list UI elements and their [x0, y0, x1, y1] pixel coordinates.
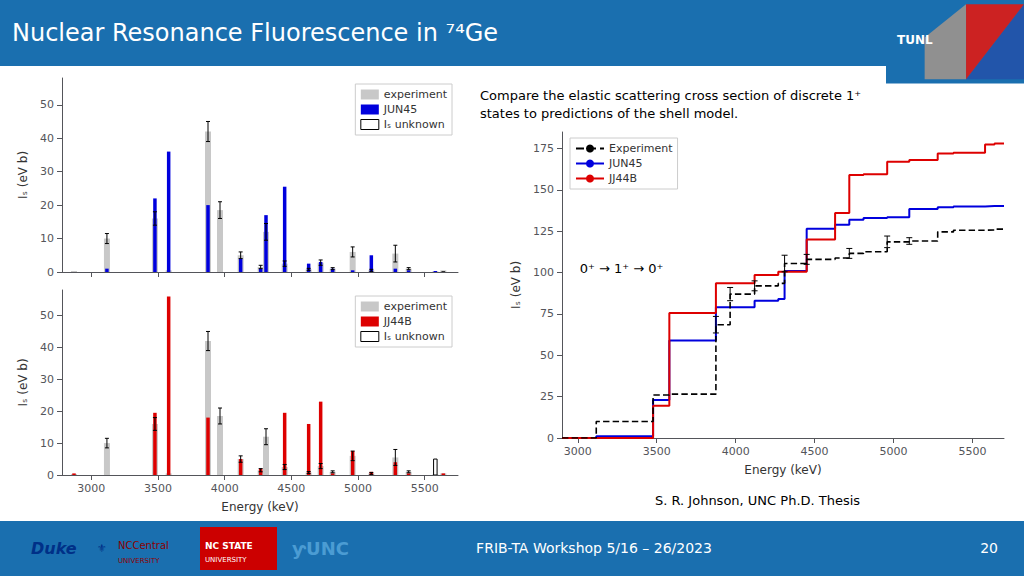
svg-text:experiment: experiment	[384, 300, 448, 313]
svg-text:JJ44B: JJ44B	[608, 172, 637, 185]
svg-text:Iₛ (eV b): Iₛ (eV b)	[509, 261, 523, 309]
svg-text:UNIVERSITY: UNIVERSITY	[205, 556, 247, 564]
svg-text:4000: 4000	[722, 445, 750, 458]
svg-text:Energy (keV): Energy (keV)	[744, 463, 821, 477]
svg-text:ƴUNC: ƴUNC	[292, 538, 349, 559]
svg-text:Iₛ (eV b): Iₛ (eV b)	[16, 358, 30, 406]
svg-text:Compare the elastic scattering: Compare the elastic scattering cross sec…	[480, 88, 861, 103]
svg-text:30: 30	[40, 373, 54, 386]
svg-text:Nuclear Resonance Fluorescence: Nuclear Resonance Fluorescence in ⁷⁴Ge	[12, 19, 498, 47]
svg-text:125: 125	[533, 225, 554, 238]
svg-text:JUN45: JUN45	[383, 103, 418, 116]
svg-text:4500: 4500	[277, 482, 305, 495]
svg-text:0⁺ → 1⁺ → 0⁺: 0⁺ → 1⁺ → 0⁺	[580, 261, 664, 276]
svg-text:50: 50	[540, 349, 554, 362]
svg-text:20: 20	[40, 199, 54, 212]
svg-text:10: 10	[40, 437, 54, 450]
svg-text:40: 40	[40, 132, 54, 145]
svg-text:4000: 4000	[211, 482, 239, 495]
svg-text:Duke: Duke	[31, 539, 77, 558]
svg-text:10: 10	[40, 232, 54, 245]
svg-text:JJ44B: JJ44B	[383, 315, 412, 328]
svg-text:50: 50	[40, 309, 54, 322]
svg-text:Iₛ (eV b): Iₛ (eV b)	[16, 151, 30, 199]
svg-text:Experiment: Experiment	[609, 142, 673, 155]
svg-text:NC STATE: NC STATE	[205, 541, 253, 551]
svg-text:3500: 3500	[643, 445, 671, 458]
svg-text:FRIB-TA Workshop 5/16 – 26/202: FRIB-TA Workshop 5/16 – 26/2023	[476, 540, 712, 556]
svg-text:5500: 5500	[958, 445, 986, 458]
svg-text:5500: 5500	[411, 482, 439, 495]
svg-text:25: 25	[540, 390, 554, 403]
svg-text:NCCentral: NCCentral	[118, 540, 169, 551]
svg-text:75: 75	[540, 307, 554, 320]
svg-text:20: 20	[980, 540, 998, 556]
svg-text:0: 0	[47, 469, 54, 482]
svg-text:Iₛ unknown: Iₛ unknown	[384, 118, 445, 131]
svg-text:states to predictions of the s: states to predictions of the shell model…	[480, 106, 738, 121]
svg-text:3000: 3000	[77, 482, 105, 495]
svg-text:100: 100	[533, 266, 554, 279]
svg-text:TUNL: TUNL	[897, 33, 933, 47]
svg-text:5000: 5000	[880, 445, 908, 458]
svg-text:UNIVERSITY: UNIVERSITY	[118, 557, 160, 565]
svg-text:40: 40	[40, 341, 54, 354]
svg-text:0: 0	[47, 266, 54, 279]
svg-text:S. R. Johnson, UNC Ph.D. Thesi: S. R. Johnson, UNC Ph.D. Thesis	[655, 493, 860, 508]
svg-text:3500: 3500	[144, 482, 172, 495]
svg-text:Energy (keV): Energy (keV)	[221, 500, 298, 514]
svg-text:3000: 3000	[564, 445, 592, 458]
svg-text:5000: 5000	[344, 482, 372, 495]
svg-text:150: 150	[533, 183, 554, 196]
svg-text:⚜: ⚜	[97, 542, 107, 555]
svg-text:experiment: experiment	[384, 88, 448, 101]
svg-text:Iₛ unknown: Iₛ unknown	[384, 330, 445, 343]
svg-text:20: 20	[40, 405, 54, 418]
svg-text:30: 30	[40, 165, 54, 178]
svg-text:JUN45: JUN45	[608, 157, 643, 170]
svg-text:50: 50	[40, 98, 54, 111]
svg-text:175: 175	[533, 142, 554, 155]
svg-text:4500: 4500	[801, 445, 829, 458]
svg-text:0: 0	[547, 432, 554, 445]
